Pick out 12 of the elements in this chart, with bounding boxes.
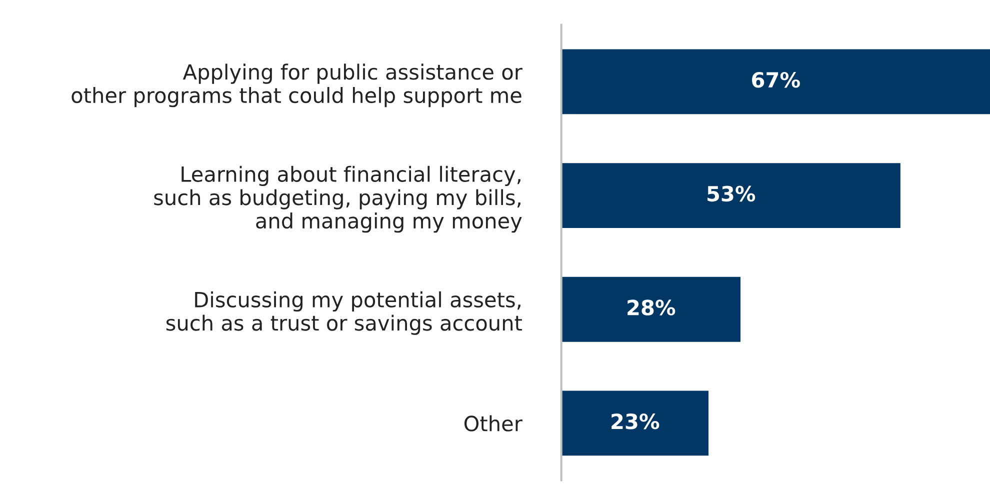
data-label: 23%	[612, 414, 660, 430]
data-label: 53%	[708, 186, 756, 202]
y-tick-label: Learning about financial literacy, such as budgeting, paying my bills, and managing my money	[154, 166, 522, 233]
y-tick-label: Discussing my potential assets, such as a trust or savings account	[166, 291, 522, 335]
y-tick-label: Applying for public assistance or other programs that could help support me	[72, 64, 522, 108]
bar	[561, 390, 708, 456]
y-tick-label: Other	[464, 415, 522, 432]
data-label: 28%	[628, 300, 676, 316]
bar	[561, 163, 900, 228]
data-label: 67%	[752, 72, 800, 88]
bar	[561, 49, 990, 114]
bar	[561, 276, 740, 342]
